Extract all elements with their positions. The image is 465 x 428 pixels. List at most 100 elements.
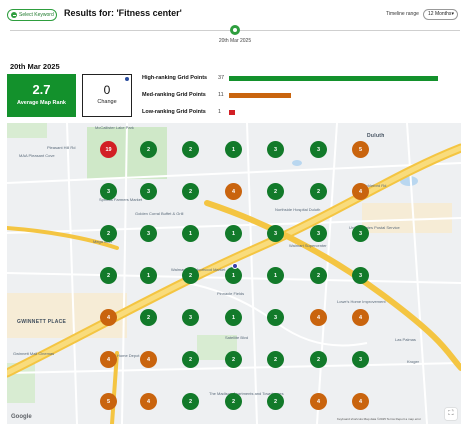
grid-point-rank[interactable]: 4: [310, 309, 327, 326]
average-map-rank-value: 2.7: [32, 82, 51, 97]
grid-point-rank[interactable]: 2: [310, 267, 327, 284]
grid-point-rank[interactable]: 2: [225, 351, 242, 368]
map-label: Shackleford Rd: [359, 183, 387, 188]
highway-ramp: [7, 226, 119, 250]
grid-point-rank[interactable]: 4: [225, 183, 242, 200]
map-label: GWINNETT PLACE: [17, 319, 67, 325]
stat-count: 37: [218, 75, 225, 81]
road: [7, 162, 461, 184]
grid-point-rank[interactable]: 3: [352, 225, 369, 242]
stat-row-high: High-ranking Grid Points 37: [142, 75, 462, 92]
grid-point-rank[interactable]: 2: [182, 141, 199, 158]
map-label: MAA Pleasant Cove: [19, 153, 55, 158]
grid-point-rank[interactable]: 2: [310, 183, 327, 200]
timeline-range-label: Timeline range: [386, 11, 419, 17]
select-keyword-button[interactable]: Select Keyword: [7, 9, 57, 21]
grid-point-rank[interactable]: 2: [310, 351, 327, 368]
grid-point-rank[interactable]: 2: [267, 351, 284, 368]
rank-grid-map[interactable]: GWINNETT PLACE Duluth McCallister Lake P…: [7, 123, 461, 424]
grid-point-rank[interactable]: 2: [267, 183, 284, 200]
road: [121, 123, 128, 424]
grid-point-rank[interactable]: 2: [100, 267, 117, 284]
grid-point-rank[interactable]: 4: [352, 183, 369, 200]
map-label: United States Postal Service: [349, 225, 400, 230]
stat-row-low: Low-ranking Grid Points 1: [142, 109, 462, 126]
timeline-marker[interactable]: [230, 25, 240, 35]
map-base: [7, 123, 461, 424]
grid-point-rank[interactable]: 2: [182, 351, 199, 368]
grid-point-rank[interactable]: 3: [267, 309, 284, 326]
grid-point-rank[interactable]: 4: [100, 309, 117, 326]
grid-point-rank[interactable]: 1: [182, 225, 199, 242]
grid-point-rank[interactable]: 5: [352, 141, 369, 158]
grid-point-rank[interactable]: 3: [182, 309, 199, 326]
map-label: Gwinnett Mall Cinemas: [13, 351, 55, 356]
grid-point-rank[interactable]: 3: [352, 267, 369, 284]
grid-point-rank[interactable]: 2: [100, 225, 117, 242]
grid-point-rank[interactable]: 3: [267, 141, 284, 158]
grid-point-rank[interactable]: 4: [310, 393, 327, 410]
change-label: Change: [97, 99, 117, 105]
lake: [292, 160, 302, 166]
grid-point-rank[interactable]: 3: [310, 225, 327, 242]
timeline-range-value: 12 Months: [428, 11, 452, 17]
map-label: Pinnacle Fields: [217, 291, 245, 296]
grid-point-rank[interactable]: 1: [267, 267, 284, 284]
grid-point-rank[interactable]: 2: [225, 393, 242, 410]
grid-point-rank[interactable]: 2: [182, 393, 199, 410]
change-value: 0: [103, 83, 111, 97]
map-label: Satellite Blvd: [225, 335, 249, 340]
stat-label: Med-ranking Grid Points: [142, 92, 206, 98]
stat-bar: [229, 93, 291, 98]
grid-point-rank[interactable]: 3: [352, 351, 369, 368]
chevron-down-icon: ▾: [451, 11, 454, 17]
map-label: Las Palmas: [395, 337, 416, 342]
map-label: Pleasant Hill Rd: [47, 145, 76, 150]
grid-point-rank[interactable]: 4: [140, 393, 157, 410]
grid-point-rank[interactable]: 4: [352, 309, 369, 326]
grid-point-rank[interactable]: 3: [140, 225, 157, 242]
timeline-date: 20th Mar 2025: [218, 38, 252, 44]
grid-point-rank[interactable]: 2: [140, 309, 157, 326]
grid-point-rank[interactable]: 2: [182, 267, 199, 284]
average-map-rank-label: Average Map Rank: [16, 100, 66, 106]
road: [7, 362, 461, 374]
grid-point-rank[interactable]: 1: [140, 267, 157, 284]
grid-point-rank[interactable]: 5: [100, 393, 117, 410]
grid-point-rank[interactable]: 1: [225, 309, 242, 326]
stat-label: High-ranking Grid Points: [142, 75, 208, 81]
grid-point-rank[interactable]: 1: [225, 225, 242, 242]
stat-bar: [229, 110, 235, 115]
map-label: Duluth: [367, 133, 385, 139]
grid-point-rank[interactable]: 1: [225, 141, 242, 158]
grid-point-rank[interactable]: 4: [140, 351, 157, 368]
highway-ramp: [110, 351, 119, 424]
map-label: McCallister Lake Park: [95, 125, 134, 130]
google-logo: Google: [11, 414, 32, 420]
grid-point-rank[interactable]: 4: [352, 393, 369, 410]
fullscreen-icon[interactable]: ⛶: [445, 408, 457, 420]
grid-point-rank[interactable]: 3: [310, 141, 327, 158]
timeline-range-select[interactable]: 12 Months ▾: [423, 9, 458, 20]
grid-point-rank[interactable]: 2: [267, 393, 284, 410]
stat-bar: [229, 76, 438, 81]
map-attribution[interactable]: Keyboard shortcuts Map data ©2025 Terms …: [337, 417, 422, 421]
map-label: The Madison Apartments and Townhomes: [209, 391, 284, 396]
grid-point-rank[interactable]: 2: [182, 183, 199, 200]
business-location-marker[interactable]: [232, 263, 238, 269]
stat-label: Low-ranking Grid Points: [142, 109, 206, 115]
map-label: Kroger: [407, 359, 420, 364]
summary-date: 20th Mar 2025: [10, 62, 60, 71]
grid-stats: High-ranking Grid Points 37 Med-ranking …: [142, 75, 462, 126]
grid-point-rank[interactable]: 19: [100, 141, 117, 158]
map-label: Mega Mart: [93, 239, 113, 244]
grid-point-rank[interactable]: 1: [225, 267, 242, 284]
grid-point-rank[interactable]: 3: [140, 183, 157, 200]
grid-point-rank[interactable]: 4: [100, 351, 117, 368]
grid-point-rank[interactable]: 3: [267, 225, 284, 242]
grid-point-rank[interactable]: 3: [100, 183, 117, 200]
info-icon[interactable]: [125, 77, 129, 81]
grid-point-rank[interactable]: 2: [140, 141, 157, 158]
highway-i85-center: [7, 145, 461, 376]
top-bar: Select Keyword Results for: 'Fitness cen…: [0, 0, 465, 30]
